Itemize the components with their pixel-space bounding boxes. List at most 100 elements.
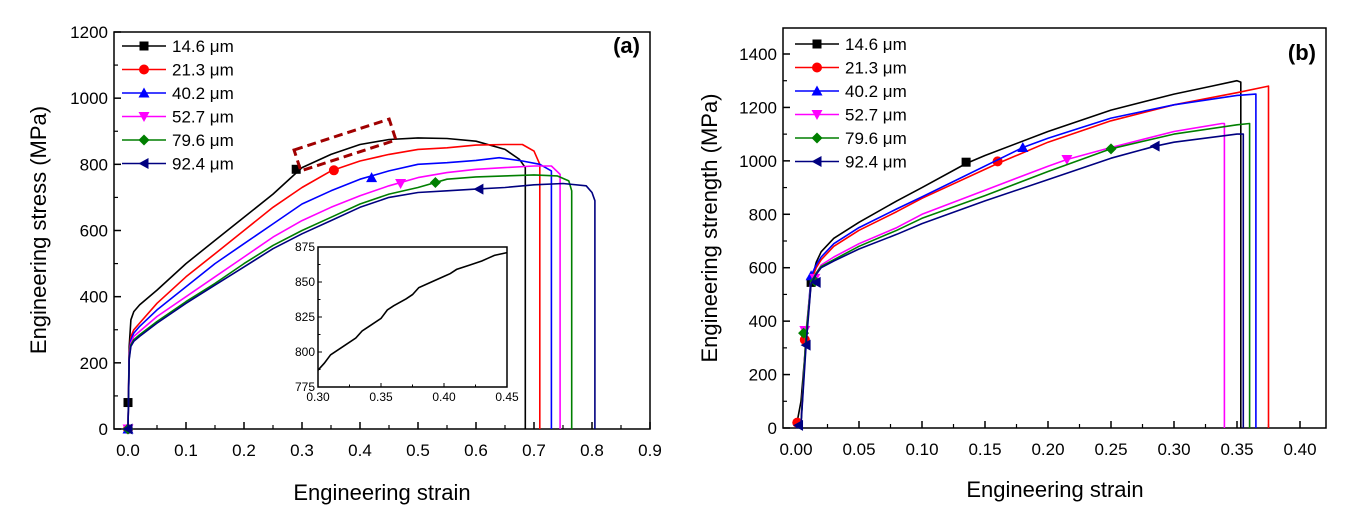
y-tick-label: 400 bbox=[80, 288, 108, 307]
y-tick-label: 800 bbox=[749, 205, 777, 224]
legend-marker bbox=[812, 39, 822, 49]
series-marker bbox=[395, 179, 407, 190]
legend-marker bbox=[138, 112, 150, 122]
y-tick-label: 1200 bbox=[739, 98, 777, 117]
panel-a: 0 200 400 600 800 1000 1200 0.0 0.1 0.2 0.3 0.4 0.5… bbox=[26, 23, 662, 505]
series-line bbox=[127, 165, 561, 430]
panel-a-inset: 775 800 825 850 875 0.30 0.35 0.40 0.45 bbox=[295, 240, 519, 404]
panel-b-x-ticks: 0.00 0.05 0.10 0.15 0.20 0.25 0.30 0.35 0.40 bbox=[779, 421, 1317, 459]
series-marker bbox=[961, 157, 971, 167]
legend-item: 21.3 μm bbox=[795, 59, 907, 78]
legend-label: 92.4 μm bbox=[172, 155, 234, 174]
legend-marker bbox=[811, 110, 823, 120]
legend-label: 40.2 μm bbox=[845, 82, 907, 101]
panel-a-y-axis-title: Engineering stress (MPa) bbox=[26, 106, 51, 354]
series-marker bbox=[473, 183, 484, 195]
legend-marker bbox=[138, 87, 150, 98]
inset-y-tick-label: 800 bbox=[295, 345, 315, 359]
x-tick-label: 0.4 bbox=[348, 441, 372, 460]
legend-label: 14.6 μm bbox=[172, 37, 234, 56]
legend-label: 92.4 μm bbox=[845, 153, 907, 172]
inset-x-tick-label: 0.35 bbox=[369, 390, 393, 404]
inset-series-line bbox=[317, 251, 508, 371]
series-marker bbox=[429, 177, 441, 189]
y-tick-label: 1200 bbox=[70, 23, 108, 42]
x-tick-label: 0.35 bbox=[1220, 440, 1253, 459]
y-tick-label: 600 bbox=[80, 222, 108, 241]
panel-b-y-ticks: 0 200 400 600 800 1000 1200 1400 bbox=[739, 45, 790, 438]
panel-b-axes-frame bbox=[782, 27, 1327, 429]
series-marker bbox=[1105, 143, 1117, 155]
legend-item: 40.2 μm bbox=[122, 84, 234, 103]
inset-x-tick-label: 0.30 bbox=[306, 390, 330, 404]
legend-item: 92.4 μm bbox=[122, 155, 234, 174]
legend-item: 79.6 μm bbox=[122, 131, 234, 150]
legend-marker bbox=[139, 64, 149, 75]
legend-marker bbox=[811, 132, 823, 144]
x-tick-label: 0.6 bbox=[464, 441, 488, 460]
inset-y-tick-label: 825 bbox=[295, 310, 315, 324]
panel-a-series bbox=[122, 137, 596, 435]
x-tick-label: 0.2 bbox=[232, 441, 256, 460]
x-tick-label: 0.20 bbox=[1031, 440, 1064, 459]
series-line bbox=[127, 137, 527, 430]
x-tick-label: 0.9 bbox=[638, 441, 662, 460]
y-tick-label: 200 bbox=[80, 354, 108, 373]
series-line bbox=[795, 133, 1245, 429]
legend-item: 21.3 μm bbox=[122, 61, 234, 80]
panel-b-x-axis-title: Engineering strain bbox=[966, 477, 1143, 502]
panel-a-serration-highlight-box bbox=[292, 117, 398, 173]
legend-item: 52.7 μm bbox=[795, 106, 907, 125]
y-tick-label: 200 bbox=[749, 366, 777, 385]
x-tick-label: 0.7 bbox=[522, 441, 546, 460]
panel-b-label: (b) bbox=[1288, 40, 1316, 65]
x-tick-label: 0.05 bbox=[842, 440, 875, 459]
series-marker bbox=[291, 164, 301, 174]
inset-x-tick-label: 0.45 bbox=[495, 390, 519, 404]
series-marker bbox=[793, 419, 804, 431]
legend-item: 52.7 μm bbox=[122, 108, 234, 127]
series-marker bbox=[800, 339, 811, 351]
series-marker bbox=[366, 172, 378, 183]
panel-b-y-axis-title: Engineering strength (MPa) bbox=[697, 93, 722, 362]
x-tick-label: 0.10 bbox=[905, 440, 938, 459]
x-tick-label: 0.25 bbox=[1094, 440, 1127, 459]
panel-a-x-axis-title: Engineering strain bbox=[293, 480, 470, 505]
legend-label: 21.3 μm bbox=[172, 61, 234, 80]
panel-a-legend: 14.6 μm 21.3 μm 40.2 μm 52.7 μm 79.6 μm 92.4 … bbox=[122, 37, 234, 174]
legend-marker bbox=[811, 85, 823, 96]
series-92-4um bbox=[793, 133, 1245, 431]
legend-label: 52.7 μm bbox=[845, 106, 907, 125]
series-marker bbox=[122, 423, 133, 435]
y-tick-label: 1000 bbox=[739, 152, 777, 171]
legend-label: 21.3 μm bbox=[845, 59, 907, 78]
series-line bbox=[127, 156, 553, 430]
y-tick-label: 600 bbox=[749, 259, 777, 278]
legend-label: 14.6 μm bbox=[845, 35, 907, 54]
x-tick-label: 0.8 bbox=[580, 441, 604, 460]
x-tick-label: 0.3 bbox=[290, 441, 314, 460]
x-tick-label: 0.30 bbox=[1157, 440, 1190, 459]
series-marker bbox=[1149, 140, 1160, 152]
y-tick-label: 0 bbox=[99, 420, 108, 439]
series-line bbox=[127, 174, 573, 430]
panel-a-y-ticks: 0 200 400 600 800 1000 1200 bbox=[70, 23, 121, 439]
panel-b-series bbox=[792, 79, 1270, 431]
x-tick-label: 0.15 bbox=[968, 440, 1001, 459]
series-line bbox=[127, 143, 541, 430]
y-tick-label: 1000 bbox=[70, 89, 108, 108]
y-tick-label: 0 bbox=[768, 419, 777, 438]
legend-label: 79.6 μm bbox=[845, 129, 907, 148]
x-tick-label: 0.00 bbox=[779, 440, 812, 459]
legend-item: 14.6 μm bbox=[795, 35, 907, 54]
series-marker bbox=[328, 165, 339, 176]
series-marker bbox=[1061, 155, 1073, 166]
x-tick-label: 0.1 bbox=[174, 441, 198, 460]
legend-item: 79.6 μm bbox=[795, 129, 907, 148]
x-tick-label: 0.40 bbox=[1283, 440, 1316, 459]
panel-b-legend: 14.6 μm 21.3 μm 40.2 μm 52.7 μm 79.6 μm 92.4 … bbox=[795, 35, 907, 172]
y-tick-label: 400 bbox=[749, 312, 777, 331]
legend-marker bbox=[811, 156, 822, 167]
